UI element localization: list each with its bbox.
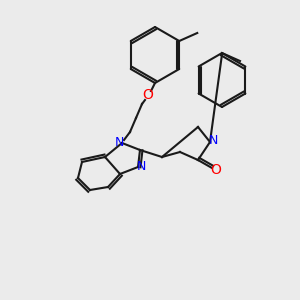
Text: N: N xyxy=(114,136,124,149)
Text: N: N xyxy=(136,160,146,173)
Text: O: O xyxy=(142,88,153,102)
Text: O: O xyxy=(211,163,221,177)
Text: N: N xyxy=(208,134,218,146)
